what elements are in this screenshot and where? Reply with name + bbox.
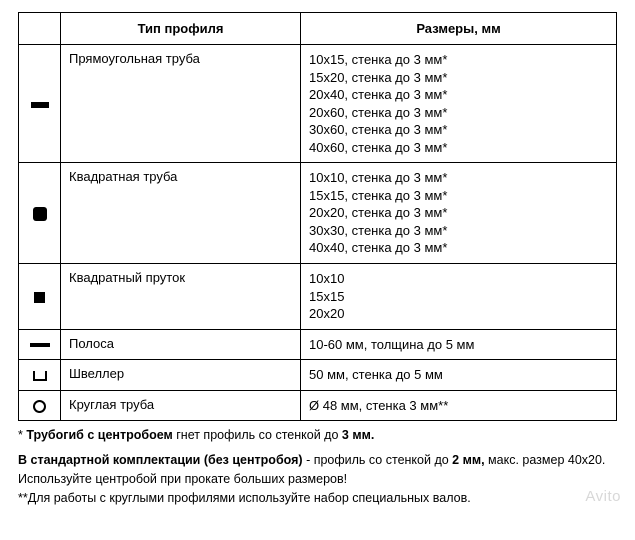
size-line: 40х40, стенка до 3 мм* — [309, 239, 608, 257]
profile-type-cell: Круглая труба — [61, 390, 301, 421]
profile-type-cell: Полоса — [61, 329, 301, 360]
size-line: 20х20 — [309, 305, 608, 323]
channel-icon — [33, 371, 47, 381]
profile-size-cell: 10х10, стенка до 3 мм*15х15, стенка до 3… — [301, 163, 617, 264]
size-line: 20х20, стенка до 3 мм* — [309, 204, 608, 222]
table-row: Полоса 10-60 мм, толщина до 5 мм — [19, 329, 617, 360]
size-line: 10х15, стенка до 3 мм* — [309, 51, 608, 69]
square-bar-icon — [34, 292, 45, 303]
size-line: 15х20, стенка до 3 мм* — [309, 69, 608, 87]
profile-icon-cell — [19, 360, 61, 391]
profile-icon-cell — [19, 264, 61, 330]
profile-type-cell: Квадратная труба — [61, 163, 301, 264]
size-line: 10х10 — [309, 270, 608, 288]
table-row: Квадратный пруток10х1015х1520х20 — [19, 264, 617, 330]
strip-icon — [30, 343, 50, 347]
header-size: Размеры, мм — [301, 13, 617, 45]
profile-size-cell: Ø 48 мм, стенка 3 мм** — [301, 390, 617, 421]
square-tube-icon — [33, 207, 47, 221]
size-line: Ø 48 мм, стенка 3 мм** — [309, 397, 608, 415]
profile-icon-cell — [19, 45, 61, 163]
size-line: 30х60, стенка до 3 мм* — [309, 121, 608, 139]
table-row: Квадратная труба10х10, стенка до 3 мм*15… — [19, 163, 617, 264]
profile-type-cell: Квадратный пруток — [61, 264, 301, 330]
table-header-row: Тип профиля Размеры, мм — [19, 13, 617, 45]
note-2: В стандартной комплектации (без центробо… — [18, 452, 617, 469]
profile-size-cell: 10х1015х1520х20 — [301, 264, 617, 330]
size-line: 40х60, стенка до 3 мм* — [309, 139, 608, 157]
header-icon — [19, 13, 61, 45]
profile-type-cell: Швеллер — [61, 360, 301, 391]
size-line: 15х15 — [309, 288, 608, 306]
profile-icon-cell — [19, 163, 61, 264]
notes-block: * Трубогиб с центробоем гнет профиль со … — [18, 427, 617, 507]
size-line: 15х15, стенка до 3 мм* — [309, 187, 608, 205]
profile-size-cell: 10х15, стенка до 3 мм*15х20, стенка до 3… — [301, 45, 617, 163]
profile-icon-cell — [19, 329, 61, 360]
profile-table: Тип профиля Размеры, мм Прямоугольная тр… — [18, 12, 617, 421]
note-1: * Трубогиб с центробоем гнет профиль со … — [18, 427, 617, 444]
size-line: 10х10, стенка до 3 мм* — [309, 169, 608, 187]
profile-type-cell: Прямоугольная труба — [61, 45, 301, 163]
size-line: 50 мм, стенка до 5 мм — [309, 366, 608, 384]
note-3: Используйте центробой при прокате больши… — [18, 471, 617, 488]
size-line: 20х60, стенка до 3 мм* — [309, 104, 608, 122]
round-tube-icon — [33, 400, 46, 413]
header-type: Тип профиля — [61, 13, 301, 45]
profile-icon-cell — [19, 390, 61, 421]
rect-tube-icon — [31, 102, 49, 108]
size-line: 30х30, стенка до 3 мм* — [309, 222, 608, 240]
profile-size-cell: 10-60 мм, толщина до 5 мм — [301, 329, 617, 360]
size-line: 10-60 мм, толщина до 5 мм — [309, 336, 608, 354]
table-row: Прямоугольная труба10х15, стенка до 3 мм… — [19, 45, 617, 163]
profile-size-cell: 50 мм, стенка до 5 мм — [301, 360, 617, 391]
size-line: 20х40, стенка до 3 мм* — [309, 86, 608, 104]
note-4: **Для работы с круглыми профилями исполь… — [18, 490, 617, 507]
table-row: Швеллер 50 мм, стенка до 5 мм — [19, 360, 617, 391]
table-row: Круглая труба Ø 48 мм, стенка 3 мм** — [19, 390, 617, 421]
